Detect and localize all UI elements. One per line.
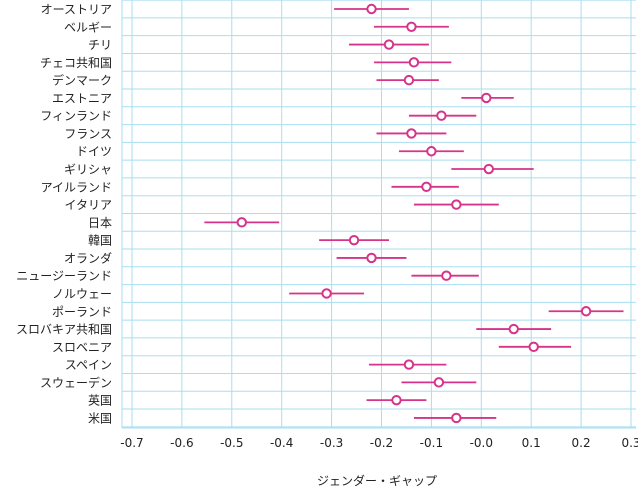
category-label: ノルウェー (52, 287, 112, 301)
category-label: ギリシャ (64, 163, 112, 177)
category-label: フィンランド (40, 109, 112, 123)
x-axis-tick-labels: -0.7 -0.6 -0.5 -0.4 -0.3 -0.2 -0.1 -0.0 0.1 0.2 0.… (120, 436, 638, 450)
data-point (483, 163, 494, 175)
data-point (348, 234, 360, 246)
data-point (433, 377, 445, 388)
data-points (204, 3, 624, 424)
data-point (421, 181, 432, 193)
category-label: オーストリア (41, 3, 112, 17)
grid-lines (121, 0, 636, 429)
x-tick-label: -0.5 (220, 436, 243, 450)
category-label: スペイン (65, 358, 112, 372)
category-label: ドイツ (76, 145, 112, 159)
data-point (391, 394, 402, 406)
data-point (426, 146, 437, 157)
data-point (451, 199, 462, 210)
data-point (321, 288, 332, 299)
category-label: 英国 (88, 394, 112, 408)
category-label: スウェーデン (40, 375, 112, 390)
x-tick-label: -0.3 (320, 436, 343, 450)
data-point (406, 128, 417, 139)
category-label: チェコ共和国 (40, 56, 112, 70)
x-tick-label: -0.0 (470, 436, 493, 450)
category-label: ポーランド (52, 305, 112, 319)
category-label: スロバキア共和国 (16, 323, 112, 337)
x-tick-label: -0.2 (370, 436, 393, 450)
category-label: アイルランド (41, 180, 112, 194)
data-point (451, 412, 462, 424)
x-tick-label: 0.2 (572, 436, 591, 450)
category-label: スロベニア (52, 340, 112, 354)
category-label: 日本 (88, 216, 112, 230)
category-label: ベルギー (64, 20, 112, 34)
data-point (406, 21, 417, 32)
x-tick-label: 0.1 (522, 436, 541, 450)
category-label: 韓国 (88, 234, 112, 248)
x-tick-label: -0.6 (170, 436, 193, 450)
category-label: デンマーク (52, 73, 112, 88)
data-point (366, 3, 377, 15)
category-label: 米国 (88, 411, 112, 425)
data-point (436, 110, 447, 121)
category-label: エストニア (52, 91, 112, 105)
data-point (366, 252, 377, 264)
x-tick-label: -0.7 (120, 436, 143, 450)
data-point (383, 39, 395, 50)
x-axis-title: ジェンダー・ギャップ (317, 473, 437, 488)
data-point (236, 217, 247, 228)
data-point (580, 306, 592, 317)
category-label: オランダ (64, 250, 112, 265)
x-tick-label: 0.3 (621, 436, 638, 450)
data-point (481, 92, 492, 104)
data-point (408, 57, 420, 68)
data-point (528, 341, 539, 353)
data-point (403, 359, 415, 370)
category-labels: オーストリアベルギーチリチェコ共和国デンマークエストニアフィンランドフランスドイ… (16, 3, 112, 426)
x-tick-label: -0.1 (420, 436, 443, 450)
data-point (441, 270, 452, 281)
data-point (508, 323, 519, 335)
category-label: チリ (88, 38, 112, 52)
data-point (403, 74, 415, 86)
category-label: ニュージーランド (16, 269, 112, 283)
x-tick-label: -0.4 (270, 436, 293, 450)
category-label: フランス (64, 127, 112, 141)
category-label: イタリア (64, 198, 112, 212)
